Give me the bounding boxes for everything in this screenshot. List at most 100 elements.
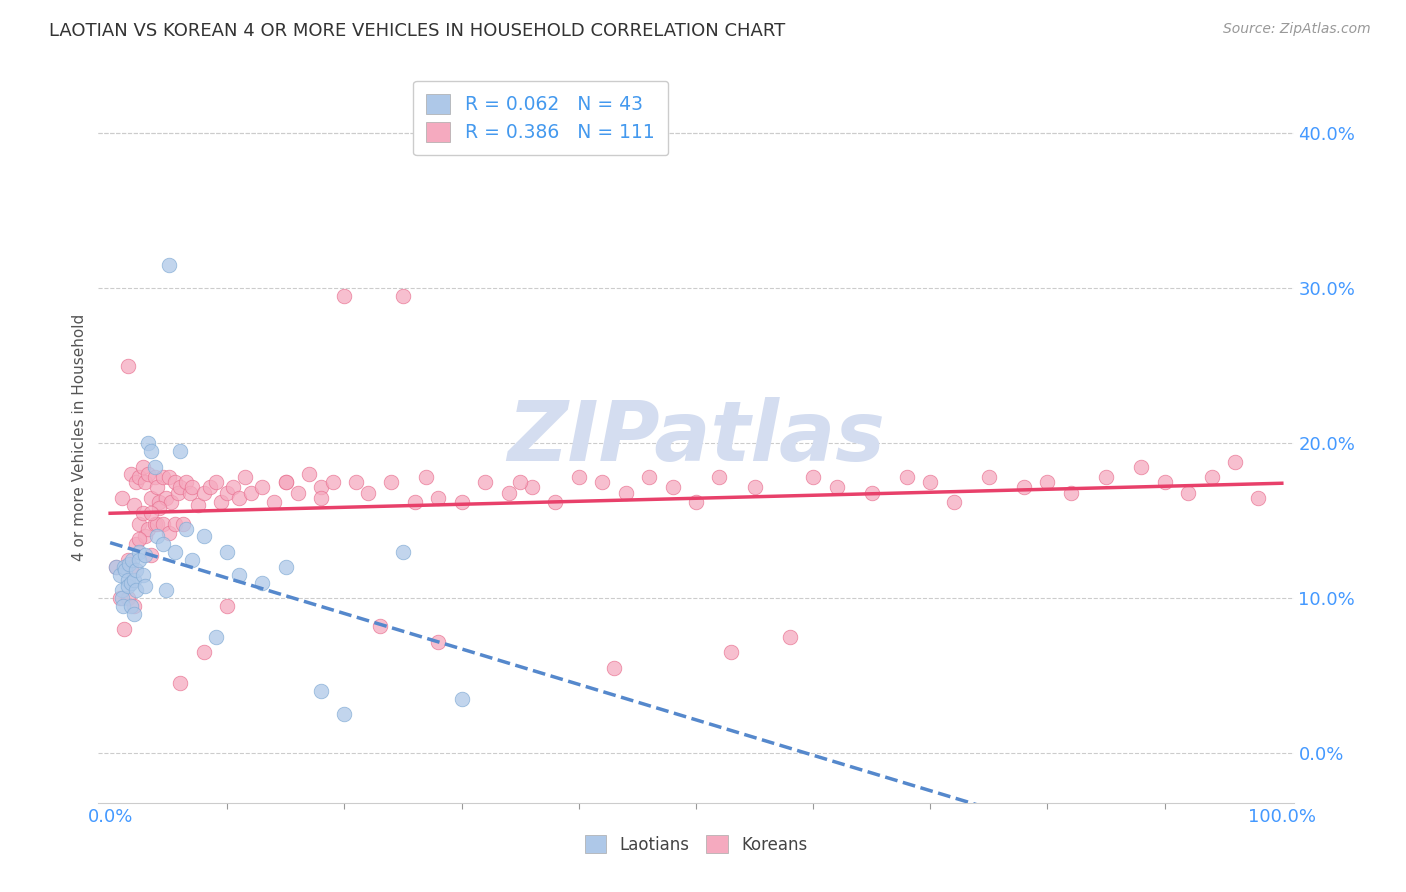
Point xyxy=(368,619,391,633)
Point xyxy=(450,692,472,706)
Point xyxy=(117,552,139,566)
Point xyxy=(141,491,163,505)
Point xyxy=(392,289,415,303)
Point xyxy=(128,545,150,559)
Point xyxy=(179,486,201,500)
Point xyxy=(125,537,148,551)
Point xyxy=(105,560,128,574)
Point xyxy=(134,529,156,543)
Point xyxy=(228,568,250,582)
Point xyxy=(120,467,142,482)
Point xyxy=(1201,470,1223,484)
Point xyxy=(169,444,191,458)
Point xyxy=(134,548,156,562)
Point xyxy=(152,516,174,531)
Point xyxy=(108,591,131,606)
Point xyxy=(146,480,169,494)
Point xyxy=(174,475,197,489)
Point xyxy=(132,568,155,582)
Point xyxy=(152,537,174,551)
Point xyxy=(141,506,163,520)
Point xyxy=(217,545,239,559)
Point xyxy=(181,480,204,494)
Point xyxy=(163,516,186,531)
Point xyxy=(404,495,426,509)
Point xyxy=(544,495,567,509)
Point xyxy=(181,552,204,566)
Point xyxy=(920,475,942,489)
Point xyxy=(117,591,139,606)
Point xyxy=(146,529,169,543)
Point xyxy=(415,470,437,484)
Y-axis label: 4 or more Vehicles in Household: 4 or more Vehicles in Household xyxy=(72,313,87,561)
Point xyxy=(1153,475,1175,489)
Point xyxy=(1223,455,1246,469)
Point xyxy=(136,467,159,482)
Point xyxy=(134,579,156,593)
Point xyxy=(120,560,142,574)
Point xyxy=(204,475,226,489)
Point xyxy=(322,475,344,489)
Point xyxy=(591,475,613,489)
Point xyxy=(233,470,256,484)
Point xyxy=(520,480,543,494)
Point xyxy=(252,575,274,590)
Point xyxy=(427,634,450,648)
Point xyxy=(825,480,848,494)
Point xyxy=(152,470,174,484)
Point xyxy=(1036,475,1059,489)
Point xyxy=(977,470,1000,484)
Point xyxy=(380,475,402,489)
Point xyxy=(427,491,450,505)
Point xyxy=(121,552,143,566)
Point xyxy=(125,583,148,598)
Point xyxy=(860,486,883,500)
Point xyxy=(128,533,150,547)
Point xyxy=(120,599,142,613)
Point xyxy=(638,470,661,484)
Point xyxy=(122,573,145,587)
Point xyxy=(160,495,183,509)
Point xyxy=(1012,480,1035,494)
Point xyxy=(111,491,134,505)
Point xyxy=(136,521,159,535)
Point xyxy=(122,498,145,512)
Point xyxy=(263,495,285,509)
Point xyxy=(163,475,186,489)
Point xyxy=(155,583,177,598)
Point xyxy=(720,645,742,659)
Point xyxy=(167,486,190,500)
Point xyxy=(174,521,197,535)
Point xyxy=(143,470,166,484)
Point xyxy=(155,491,177,505)
Point xyxy=(112,560,135,574)
Point xyxy=(157,470,180,484)
Point xyxy=(157,258,180,272)
Point xyxy=(801,470,824,484)
Point xyxy=(239,486,262,500)
Point xyxy=(217,599,239,613)
Text: ZIPatlas: ZIPatlas xyxy=(508,397,884,477)
Point xyxy=(143,459,166,474)
Point xyxy=(333,707,356,722)
Point xyxy=(187,498,209,512)
Point xyxy=(222,480,245,494)
Point xyxy=(169,676,191,690)
Point xyxy=(111,591,134,606)
Point xyxy=(128,516,150,531)
Point xyxy=(309,480,332,494)
Point xyxy=(603,661,626,675)
Point xyxy=(333,289,356,303)
Point xyxy=(309,491,332,505)
Point xyxy=(685,495,707,509)
Point xyxy=(146,516,169,531)
Point xyxy=(132,459,155,474)
Point xyxy=(122,607,145,621)
Point xyxy=(120,575,142,590)
Point xyxy=(344,475,367,489)
Point xyxy=(252,480,274,494)
Point xyxy=(128,552,150,566)
Point xyxy=(117,573,139,587)
Point xyxy=(744,480,766,494)
Point xyxy=(134,475,156,489)
